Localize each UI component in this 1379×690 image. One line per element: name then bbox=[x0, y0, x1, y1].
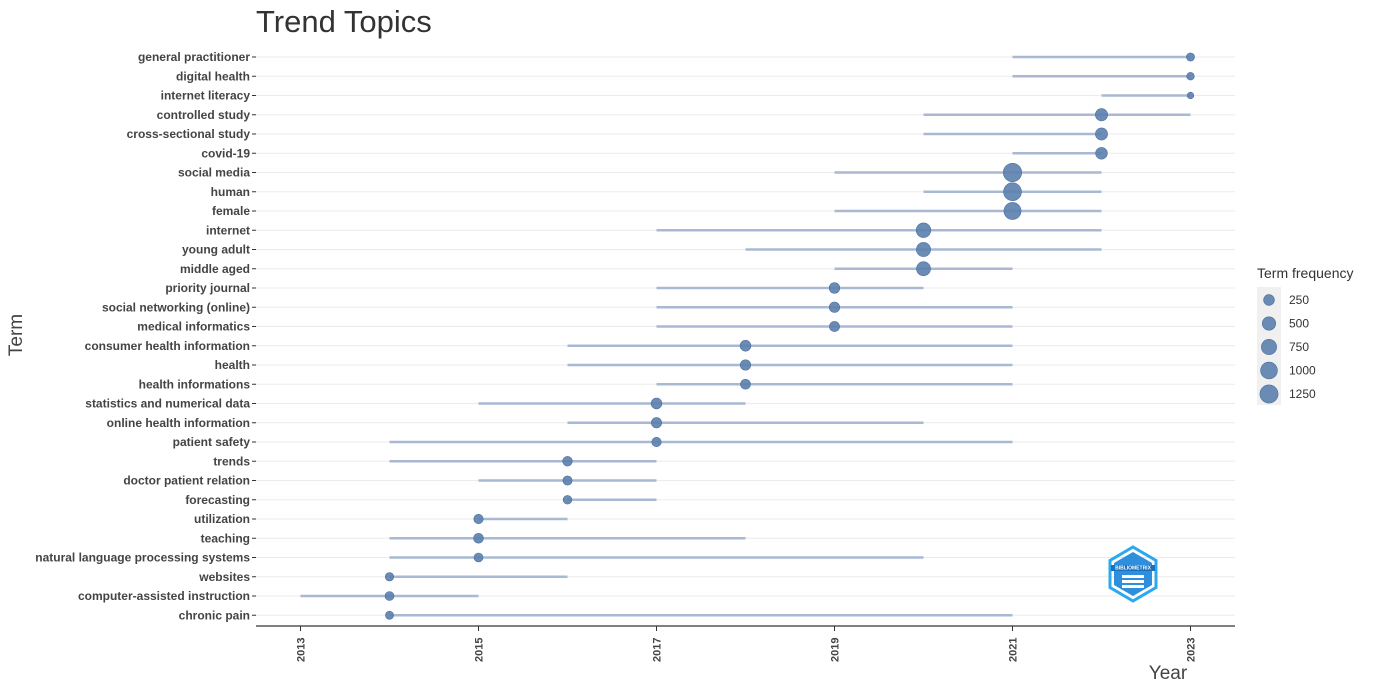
point-social-networking-online bbox=[828, 301, 841, 313]
point-digital-health bbox=[1186, 72, 1195, 81]
point-trends bbox=[562, 456, 573, 467]
term-label-controlled-study: controlled study bbox=[157, 108, 251, 122]
point-utilization bbox=[473, 513, 484, 525]
term-label-utilization: utilization bbox=[194, 512, 250, 526]
x-tick-label-2023: 2023 bbox=[1186, 638, 1198, 662]
point-consumer-health-information bbox=[739, 340, 752, 352]
term-label-cross-sectional-study: cross-sectional study bbox=[127, 127, 251, 141]
x-tick-label-2019: 2019 bbox=[830, 638, 842, 662]
point-controlled-study bbox=[1095, 108, 1108, 122]
point-health bbox=[739, 359, 752, 371]
bibliometrix-logo: BIBLIOMETRIX bbox=[1108, 545, 1158, 603]
term-label-statistics-and-numerical-data: statistics and numerical data bbox=[85, 397, 250, 411]
point-human bbox=[1003, 182, 1022, 202]
term-label-priority-journal: priority journal bbox=[165, 281, 250, 295]
point-priority-journal bbox=[828, 282, 841, 294]
legend-key-1000 bbox=[1260, 361, 1278, 380]
legend-key-1250 bbox=[1259, 384, 1279, 404]
point-middle-aged bbox=[916, 261, 931, 277]
x-axis-title: Year bbox=[1149, 663, 1188, 684]
logo-banner bbox=[1111, 565, 1155, 571]
term-label-social-media: social media bbox=[178, 166, 250, 180]
point-forecasting bbox=[562, 495, 573, 505]
logo-hexagon-fill bbox=[1114, 552, 1152, 596]
term-label-young-adult: young adult bbox=[182, 243, 250, 257]
point-teaching bbox=[473, 533, 484, 544]
legend-label-1250: 1250 bbox=[1289, 387, 1316, 401]
y-axis-title: Term bbox=[6, 314, 27, 356]
term-label-health-informations: health informations bbox=[139, 377, 251, 391]
term-label-medical-informatics: medical informatics bbox=[137, 320, 250, 334]
term-label-social-networking-online: social networking (online) bbox=[102, 300, 250, 314]
legend-key-500 bbox=[1261, 316, 1277, 331]
x-tick-label-2015: 2015 bbox=[474, 638, 486, 662]
point-female bbox=[1003, 202, 1022, 220]
range-segments bbox=[300, 55, 1191, 617]
logo-bar-1 bbox=[1122, 575, 1144, 578]
point-cross-sectional-study bbox=[1095, 127, 1108, 141]
term-label-patient-safety: patient safety bbox=[173, 435, 251, 449]
point-natural-language-processing-systems bbox=[473, 552, 484, 563]
term-label-consumer-health-information: consumer health information bbox=[85, 339, 250, 353]
logo-bar-2 bbox=[1122, 580, 1144, 583]
point-internet-literacy bbox=[1186, 91, 1195, 100]
term-label-internet-literacy: internet literacy bbox=[161, 89, 251, 103]
x-axis-ticks: 2013 2015 2017 2019 2021 2023 bbox=[296, 626, 1198, 662]
term-label-online-health-information: online health information bbox=[107, 416, 250, 430]
legend-key-750 bbox=[1261, 339, 1277, 355]
legend-label-750: 750 bbox=[1289, 340, 1309, 354]
point-online-health-information bbox=[651, 417, 662, 429]
point-general-practitioner bbox=[1186, 52, 1195, 62]
x-tick-label-2017: 2017 bbox=[652, 638, 664, 662]
term-label-forecasting: forecasting bbox=[185, 493, 250, 507]
chart-title: Trend Topics bbox=[256, 4, 432, 39]
term-label-trends: trends bbox=[213, 454, 250, 468]
term-label-middle-aged: middle aged bbox=[180, 262, 250, 276]
point-covid-19 bbox=[1095, 147, 1108, 160]
data-points bbox=[384, 52, 1195, 620]
point-social-media bbox=[1002, 163, 1022, 183]
point-internet bbox=[915, 222, 932, 238]
term-label-covid-19: covid-19 bbox=[201, 146, 250, 160]
term-label-general-practitioner: general practitioner bbox=[138, 50, 250, 64]
point-doctor-patient-relation bbox=[562, 475, 573, 486]
legend-label-500: 500 bbox=[1289, 317, 1309, 331]
grid-lines bbox=[256, 56, 1235, 616]
term-label-chronic-pain: chronic pain bbox=[179, 608, 250, 622]
term-label-doctor-patient-relation: doctor patient relation bbox=[123, 474, 250, 488]
x-tick-label-2021: 2021 bbox=[1008, 638, 1020, 662]
point-chronic-pain bbox=[385, 610, 394, 620]
term-label-websites: websites bbox=[198, 570, 250, 584]
term-label-health: health bbox=[215, 358, 250, 372]
point-medical-informatics bbox=[829, 321, 840, 332]
point-health-informations bbox=[740, 378, 751, 390]
term-label-digital-health: digital health bbox=[176, 69, 250, 83]
term-label-computer-assisted-instruction: computer-assisted instruction bbox=[78, 589, 250, 603]
point-patient-safety bbox=[651, 436, 662, 448]
term-label-teaching: teaching bbox=[201, 531, 250, 545]
legend-key-250 bbox=[1263, 294, 1275, 306]
point-computer-assisted-instruction bbox=[384, 591, 395, 601]
legend-label-250: 250 bbox=[1289, 293, 1309, 307]
term-label-natural-language-processing-systems: natural language processing systems bbox=[35, 551, 250, 565]
legend-label-1000: 1000 bbox=[1289, 364, 1316, 378]
point-young-adult bbox=[916, 242, 931, 257]
term-label-female: female bbox=[212, 204, 250, 218]
point-statistics-and-numerical-data bbox=[650, 397, 663, 410]
term-label-human: human bbox=[211, 185, 250, 199]
logo-bar-3 bbox=[1122, 585, 1144, 588]
term-label-internet: internet bbox=[206, 223, 250, 237]
y-axis-tick-labels: general practitioner digital health intern… bbox=[35, 50, 256, 622]
legend-title: Term frequency bbox=[1257, 265, 1353, 281]
x-tick-label-2013: 2013 bbox=[296, 638, 308, 662]
logo-text: BIBLIOMETRIX bbox=[1115, 566, 1151, 572]
legend: Term frequency 250 500 750 1000 1250 bbox=[1257, 265, 1353, 405]
logo-hexagon-outline bbox=[1108, 545, 1158, 603]
point-websites bbox=[384, 572, 395, 582]
